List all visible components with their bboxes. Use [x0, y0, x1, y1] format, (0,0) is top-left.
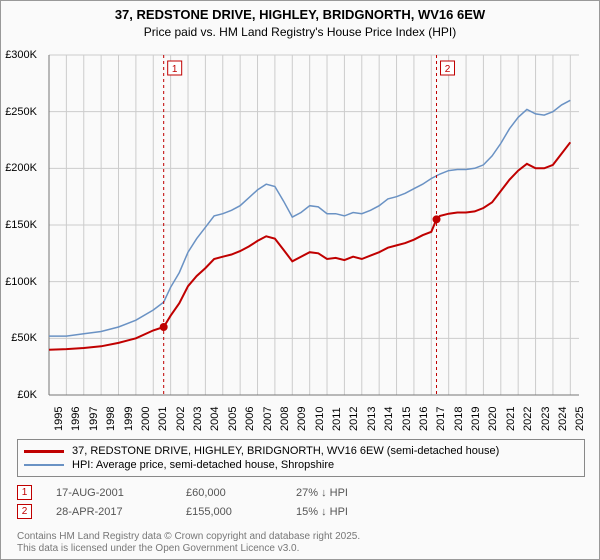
x-tick-label: 2001	[157, 407, 169, 431]
x-tick-label: 2018	[453, 407, 465, 431]
y-tick-label: £250K	[0, 106, 37, 118]
x-tick-label: 2016	[418, 407, 430, 431]
svg-text:2: 2	[445, 64, 451, 75]
sale-date-2: 28-APR-2017	[56, 506, 186, 518]
legend-label-hpi: HPI: Average price, semi-detached house,…	[72, 459, 334, 471]
x-tick-label: 2011	[331, 407, 343, 431]
x-tick-label: 1996	[70, 407, 82, 431]
x-tick-label: 2010	[314, 407, 326, 431]
x-tick-label: 2005	[227, 407, 239, 431]
footer-attribution: Contains HM Land Registry data © Crown c…	[17, 531, 360, 555]
legend-entry-price: 37, REDSTONE DRIVE, HIGHLEY, BRIDGNORTH,…	[24, 444, 578, 458]
x-tick-label: 1995	[53, 407, 65, 431]
y-tick-label: £100K	[0, 276, 37, 288]
x-tick-label: 1998	[105, 407, 117, 431]
y-tick-label: £50K	[0, 332, 37, 344]
x-tick-label: 2024	[557, 407, 569, 431]
x-tick-label: 2003	[192, 407, 204, 431]
x-tick-label: 2019	[470, 407, 482, 431]
x-tick-label: 2022	[522, 407, 534, 431]
x-tick-label: 2021	[505, 407, 517, 431]
y-tick-label: £150K	[0, 219, 37, 231]
x-tick-label: 2025	[574, 407, 586, 431]
x-tick-label: 1999	[123, 407, 135, 431]
x-tick-label: 2020	[487, 407, 499, 431]
y-tick-label: £0K	[0, 389, 37, 401]
chart-svg: 12	[45, 49, 585, 429]
sale-price-1: £60,000	[186, 487, 296, 499]
chart-title: 37, REDSTONE DRIVE, HIGHLEY, BRIDGNORTH,…	[1, 1, 599, 41]
svg-text:1: 1	[172, 64, 178, 75]
x-tick-label: 2004	[209, 407, 221, 431]
x-tick-label: 2007	[262, 407, 274, 431]
y-tick-label: £300K	[0, 49, 37, 61]
x-tick-label: 2014	[383, 407, 395, 431]
x-tick-label: 2008	[279, 407, 291, 431]
sale-marker-1: 1	[17, 485, 32, 500]
x-tick-label: 2015	[401, 407, 413, 431]
title-line-2: Price paid vs. HM Land Registry's House …	[144, 25, 456, 39]
sale-delta-1: 27% ↓ HPI	[296, 487, 348, 499]
footer-line-2: This data is licensed under the Open Gov…	[17, 543, 299, 554]
sale-row-2: 2 28-APR-2017 £155,000 15% ↓ HPI	[17, 504, 348, 519]
x-tick-label: 1997	[88, 407, 100, 431]
x-tick-label: 2006	[244, 407, 256, 431]
x-tick-label: 2017	[435, 407, 447, 431]
footer-line-1: Contains HM Land Registry data © Crown c…	[17, 531, 360, 542]
sale-price-2: £155,000	[186, 506, 296, 518]
chart-container: 37, REDSTONE DRIVE, HIGHLEY, BRIDGNORTH,…	[0, 0, 600, 560]
legend-swatch-price	[24, 450, 64, 453]
sale-delta-2: 15% ↓ HPI	[296, 506, 348, 518]
x-tick-label: 2002	[175, 407, 187, 431]
title-line-1: 37, REDSTONE DRIVE, HIGHLEY, BRIDGNORTH,…	[115, 7, 485, 22]
sales-table: 1 17-AUG-2001 £60,000 27% ↓ HPI 2 28-APR…	[17, 481, 348, 523]
x-tick-label: 2012	[348, 407, 360, 431]
y-tick-label: £200K	[0, 162, 37, 174]
x-tick-label: 2023	[540, 407, 552, 431]
legend-box: 37, REDSTONE DRIVE, HIGHLEY, BRIDGNORTH,…	[17, 439, 585, 477]
x-tick-label: 2009	[296, 407, 308, 431]
sale-marker-2: 2	[17, 504, 32, 519]
legend-label-price: 37, REDSTONE DRIVE, HIGHLEY, BRIDGNORTH,…	[72, 445, 499, 457]
sale-row-1: 1 17-AUG-2001 £60,000 27% ↓ HPI	[17, 485, 348, 500]
x-tick-label: 2000	[140, 407, 152, 431]
legend-swatch-hpi	[24, 464, 64, 466]
x-tick-label: 2013	[366, 407, 378, 431]
legend-entry-hpi: HPI: Average price, semi-detached house,…	[24, 458, 578, 472]
sale-date-1: 17-AUG-2001	[56, 487, 186, 499]
chart-plot-area: 12 £0K£50K£100K£150K£200K£250K£300K 1995…	[45, 49, 585, 429]
